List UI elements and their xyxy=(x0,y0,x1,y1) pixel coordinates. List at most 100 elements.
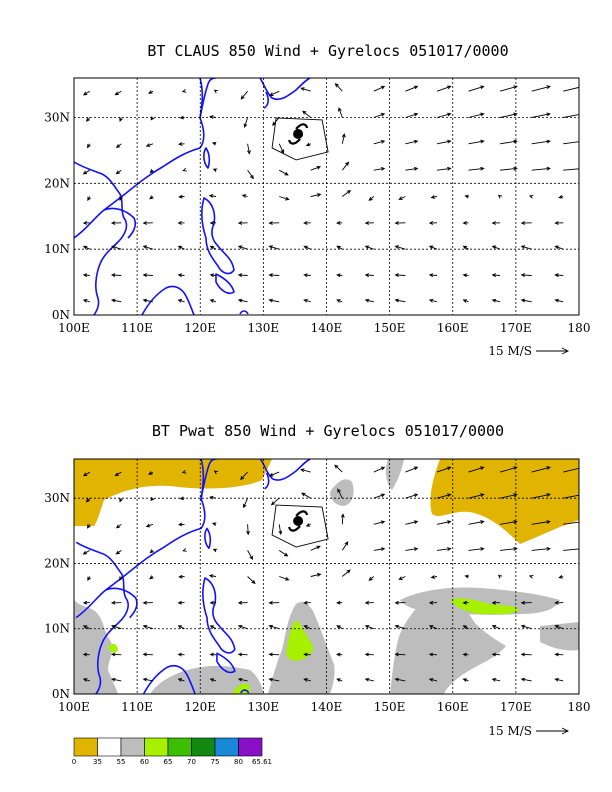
wind-vector xyxy=(303,298,311,303)
wind-vector xyxy=(240,471,248,481)
x-tick-label: 130E xyxy=(248,700,280,714)
panel2-plot-area xyxy=(74,459,579,694)
wind-vector xyxy=(110,677,122,682)
wind-vector xyxy=(302,110,311,118)
wind-vector xyxy=(310,165,322,171)
wind-vector xyxy=(436,466,452,473)
wind-vector xyxy=(405,166,419,171)
wind-vector xyxy=(500,166,518,171)
wind-vector xyxy=(303,273,311,278)
wind-vector xyxy=(114,471,122,477)
wind-vector xyxy=(110,600,122,605)
colorbar-swatch xyxy=(167,737,192,757)
wind-vector xyxy=(211,141,217,146)
x-tick-label: 170E xyxy=(500,321,532,335)
panel2-cyclone-icon xyxy=(271,504,329,548)
wind-vector xyxy=(554,600,564,605)
wind-vector xyxy=(554,221,564,225)
wind-vector xyxy=(338,107,343,118)
wind-vector xyxy=(436,520,452,525)
wind-vector xyxy=(468,139,485,145)
wind-vector xyxy=(115,169,122,175)
wind-vector xyxy=(500,112,518,118)
wind-vector xyxy=(491,245,501,250)
x-tick-label: 150E xyxy=(374,700,406,714)
panel1-title: BT CLAUS 850 Wind + Gyrelocs 051017/0000 xyxy=(147,42,508,60)
wind-vector xyxy=(394,245,406,250)
colorbar-swatch xyxy=(120,737,145,757)
wind-vector xyxy=(428,600,438,605)
wind-vector xyxy=(243,117,249,128)
panel2-title: BT Pwat 850 Wind + Gyrelocs 051017/0000 xyxy=(152,422,504,440)
wind-vector xyxy=(394,221,406,225)
wind-vector xyxy=(310,193,322,197)
wind-vector xyxy=(373,139,386,145)
wind-vector xyxy=(85,117,91,122)
wind-vector xyxy=(398,196,406,200)
wind-vector xyxy=(177,299,185,303)
wind-vector xyxy=(531,166,551,171)
shade-green-south xyxy=(232,683,251,694)
wind-vector xyxy=(115,523,122,529)
panel1-y-tick-labels: 0N 10N 20N 30N xyxy=(44,111,70,323)
colorbar-swatch xyxy=(73,737,98,757)
wind-vector xyxy=(373,85,386,92)
wind-vector xyxy=(428,677,438,682)
wind-vector xyxy=(428,652,438,657)
wind-vector xyxy=(237,221,248,225)
wind-vector xyxy=(212,548,218,553)
wind-vector xyxy=(499,85,518,92)
x-tick-label: 150E xyxy=(374,321,406,335)
panel1-plot-area xyxy=(74,78,579,315)
wind-vector xyxy=(373,466,386,473)
x-tick-label: 180 xyxy=(568,700,591,714)
wind-vector xyxy=(247,550,254,560)
colorbar-label: 80 xyxy=(234,758,243,766)
gyre-outline xyxy=(271,117,329,161)
wind-vector xyxy=(554,677,564,682)
wind-vector xyxy=(142,298,153,303)
y-tick-label: 10N xyxy=(44,242,70,256)
cyclone-eye-icon xyxy=(293,516,304,527)
wind-vector xyxy=(334,464,343,473)
wind-vector xyxy=(115,143,122,149)
wind-vector xyxy=(115,550,122,555)
wind-vector xyxy=(182,167,187,172)
wind-vector xyxy=(142,273,153,277)
wind-vector xyxy=(211,522,217,527)
panel2-wind-vectors xyxy=(82,464,579,682)
wind-vector xyxy=(303,625,311,630)
wind-vector xyxy=(468,166,485,171)
wind-vector xyxy=(149,195,154,200)
wind-vector xyxy=(554,625,564,630)
wind-vector xyxy=(270,497,280,506)
wind-vector xyxy=(468,85,485,92)
cyclone-arm-icon xyxy=(295,123,309,130)
wind-vector xyxy=(405,547,419,551)
wind-vector xyxy=(563,114,579,118)
colorbar-label: 75 xyxy=(211,758,220,766)
wind-vector xyxy=(528,195,534,199)
wind-vector xyxy=(364,245,374,250)
wind-vector xyxy=(398,576,406,580)
colorbar-label: 0 xyxy=(72,758,76,766)
wind-vector xyxy=(462,600,469,605)
wind-vector xyxy=(182,548,187,552)
wind-vector xyxy=(142,600,153,605)
wind-vector xyxy=(278,524,283,536)
wind-vector xyxy=(364,677,374,682)
wind-vector xyxy=(82,550,91,555)
wind-vector xyxy=(237,600,248,605)
wind-vector xyxy=(301,492,311,499)
wind-vector xyxy=(177,522,185,527)
wind-vector xyxy=(82,90,91,96)
wind-vector xyxy=(405,139,419,145)
wind-vector xyxy=(491,600,501,605)
wind-vector xyxy=(336,652,343,657)
wind-vector xyxy=(405,493,419,499)
wind-vector xyxy=(303,652,311,657)
y-tick-label: 30N xyxy=(44,491,70,505)
wind-vector xyxy=(278,143,285,154)
wind-vector xyxy=(563,494,579,499)
wind-vector xyxy=(528,575,534,579)
